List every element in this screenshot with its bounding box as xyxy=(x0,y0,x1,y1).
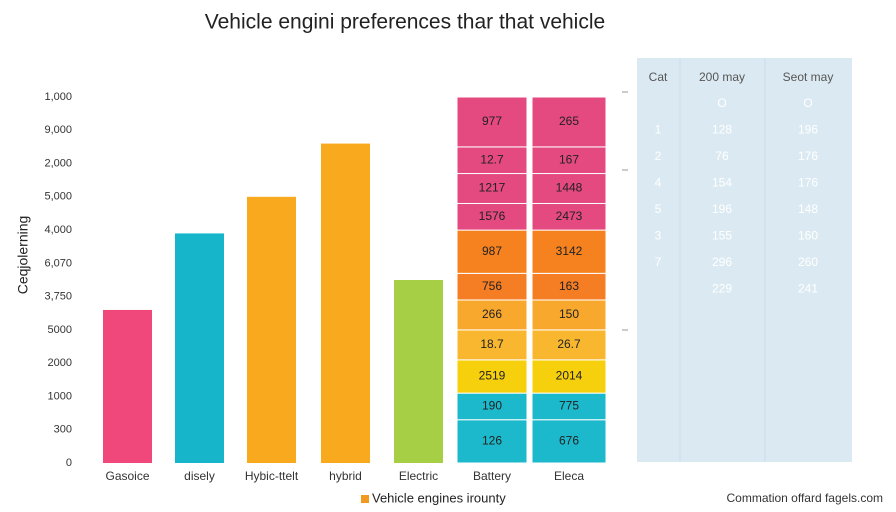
stack-segment xyxy=(531,96,607,148)
x-tick-label: Eleca xyxy=(554,469,584,483)
table-cell: 3 xyxy=(655,229,662,243)
table-cell: 196 xyxy=(798,123,818,137)
x-tick-label: disely xyxy=(184,469,215,483)
table-cell: 176 xyxy=(798,149,818,163)
table-cell: 4 xyxy=(655,176,662,190)
table-header: Cat xyxy=(649,70,668,84)
table-cell: O xyxy=(803,96,812,110)
segment-label: 987 xyxy=(482,244,502,258)
segment-label: 2519 xyxy=(479,369,506,383)
bar xyxy=(175,233,224,463)
segment-label: 18.7 xyxy=(480,337,504,351)
table-panel xyxy=(637,58,852,462)
table-header: 200 may xyxy=(699,70,745,84)
table-cell: 160 xyxy=(798,229,818,243)
segment-label: 26.7 xyxy=(557,337,581,351)
stack-segment xyxy=(531,392,607,421)
y-tick-label: 6,070 xyxy=(44,257,72,269)
segment-label: 2014 xyxy=(556,369,583,383)
chart-title: Vehicle engini preferences thar that veh… xyxy=(205,11,605,34)
segment-label: 3142 xyxy=(556,244,583,258)
table-header: Seot may xyxy=(783,70,834,84)
bar xyxy=(247,196,296,463)
segment-label: 1448 xyxy=(556,181,583,195)
stack-segment xyxy=(456,96,528,148)
segment-label: 265 xyxy=(559,114,579,128)
x-tick-label: Hybic-ttelt xyxy=(245,469,299,483)
segment-label: 775 xyxy=(559,399,579,413)
stack-segment xyxy=(531,202,607,231)
stack-segment xyxy=(456,229,528,274)
segment-label: 756 xyxy=(482,279,502,293)
y-tick-label: 1,000 xyxy=(44,91,72,103)
y-tick-label: 4,000 xyxy=(44,224,72,236)
y-tick-label: 9,000 xyxy=(44,124,72,136)
segment-label: 12.7 xyxy=(480,152,504,166)
x-tick-label: hybrid xyxy=(329,469,362,483)
segment-label: 150 xyxy=(559,307,579,321)
table-cell: 148 xyxy=(798,202,818,216)
footer: Commation offard fagels.com xyxy=(726,491,883,505)
segment-label: 163 xyxy=(559,279,579,293)
stack-segment xyxy=(531,329,607,361)
table-cell: 154 xyxy=(712,176,732,190)
stack-segment xyxy=(456,419,528,464)
segment-label: 2473 xyxy=(556,209,583,223)
stack-segment xyxy=(531,359,607,394)
table-cell: 2 xyxy=(655,149,662,163)
table-cell: 155 xyxy=(712,229,732,243)
bar xyxy=(103,309,152,463)
segment-label: 676 xyxy=(559,434,579,448)
legend-swatch xyxy=(361,495,369,503)
segment-label: 1576 xyxy=(479,209,506,223)
stack-segment xyxy=(456,173,528,204)
segment-label: 190 xyxy=(482,399,502,413)
table-cell: 241 xyxy=(798,282,818,296)
stack-segment xyxy=(531,229,607,274)
y-tick-label: 2000 xyxy=(48,357,72,369)
legend-label: Vehicle engines irounty xyxy=(372,490,506,505)
y-tick-label: 2,000 xyxy=(44,157,72,169)
table-cell: 128 xyxy=(712,123,732,137)
segment-label: 977 xyxy=(482,114,502,128)
segment-label: 126 xyxy=(482,434,502,448)
y-tick-label: 5,000 xyxy=(44,191,72,203)
y-tick-label: 300 xyxy=(54,424,72,436)
bar xyxy=(321,143,370,463)
y-tick-label: 3,750 xyxy=(44,291,72,303)
x-tick-label: Gasoice xyxy=(105,469,149,483)
stack-segment xyxy=(531,272,607,301)
table-cell: 196 xyxy=(712,202,732,216)
stack-segment xyxy=(531,173,607,204)
table-cell: 260 xyxy=(798,255,818,269)
table-cell: 76 xyxy=(715,149,729,163)
stack-segment xyxy=(531,419,607,464)
table-cell: 229 xyxy=(712,282,732,296)
table-cell: 7 xyxy=(655,255,662,269)
y-tick-label: 0 xyxy=(66,457,72,469)
table-cell: O xyxy=(717,96,726,110)
segment-label: 1217 xyxy=(479,181,506,195)
stack-segment xyxy=(531,299,607,331)
bar xyxy=(394,280,443,463)
segment-label: 167 xyxy=(559,152,579,166)
segment-label: 266 xyxy=(482,307,502,321)
table-cell: 176 xyxy=(798,176,818,190)
y-tick-label: 5000 xyxy=(48,324,72,336)
y-tick-label: 1000 xyxy=(48,390,72,402)
table-cell: 1 xyxy=(655,123,662,137)
table-cell: 5 xyxy=(655,202,662,216)
stack-segment xyxy=(456,202,528,231)
x-tick-label: Electric xyxy=(399,469,438,483)
y-axis-label: Ceqjolerning xyxy=(15,216,31,295)
stack-segment xyxy=(456,392,528,421)
stack-segment xyxy=(456,146,528,175)
table-cell: 296 xyxy=(712,255,732,269)
x-tick-label: Battery xyxy=(473,469,511,483)
